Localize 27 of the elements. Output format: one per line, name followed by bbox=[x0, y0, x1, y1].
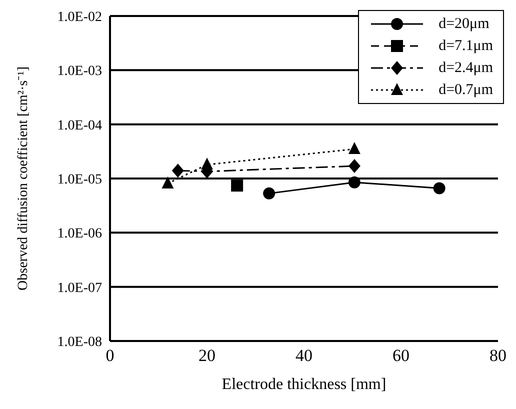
point bbox=[263, 187, 276, 200]
x-tick-label: 60 bbox=[392, 346, 410, 366]
y-tick-label: 1.0E-08 bbox=[57, 334, 102, 350]
legend-label: d=7.1μm bbox=[438, 38, 493, 54]
point bbox=[201, 158, 213, 170]
y-tick-label: 1.0E-02 bbox=[57, 10, 102, 25]
x-tick-label: 80 bbox=[490, 346, 506, 366]
point bbox=[433, 182, 446, 194]
y-tick-label: 1.0E-05 bbox=[57, 172, 102, 188]
point bbox=[348, 176, 360, 188]
x-tick-label: 20 bbox=[198, 346, 216, 366]
x-tick-label: 40 bbox=[296, 346, 312, 366]
x-tick-label: 0 bbox=[106, 346, 114, 366]
point bbox=[348, 142, 360, 154]
point bbox=[348, 159, 360, 174]
y-tick-label: 1.0E-06 bbox=[57, 226, 102, 242]
legend-label: d=2.4μm bbox=[438, 60, 493, 76]
point bbox=[231, 180, 244, 192]
y-tick-label: 1.0E-04 bbox=[57, 118, 102, 134]
point bbox=[172, 164, 184, 178]
point bbox=[162, 176, 174, 188]
y-tick-label: 1.0E-07 bbox=[57, 280, 102, 296]
y-axis-title: Observed diffusion coefficient [cm²·s⁻¹] bbox=[16, 66, 31, 290]
legend-label: d=0.7μm bbox=[438, 82, 493, 98]
y-tick-label: 1.0E-03 bbox=[57, 64, 102, 80]
x-axis-title: Electrode thickness [mm] bbox=[222, 376, 386, 393]
legend-label: d=20μm bbox=[438, 16, 490, 32]
